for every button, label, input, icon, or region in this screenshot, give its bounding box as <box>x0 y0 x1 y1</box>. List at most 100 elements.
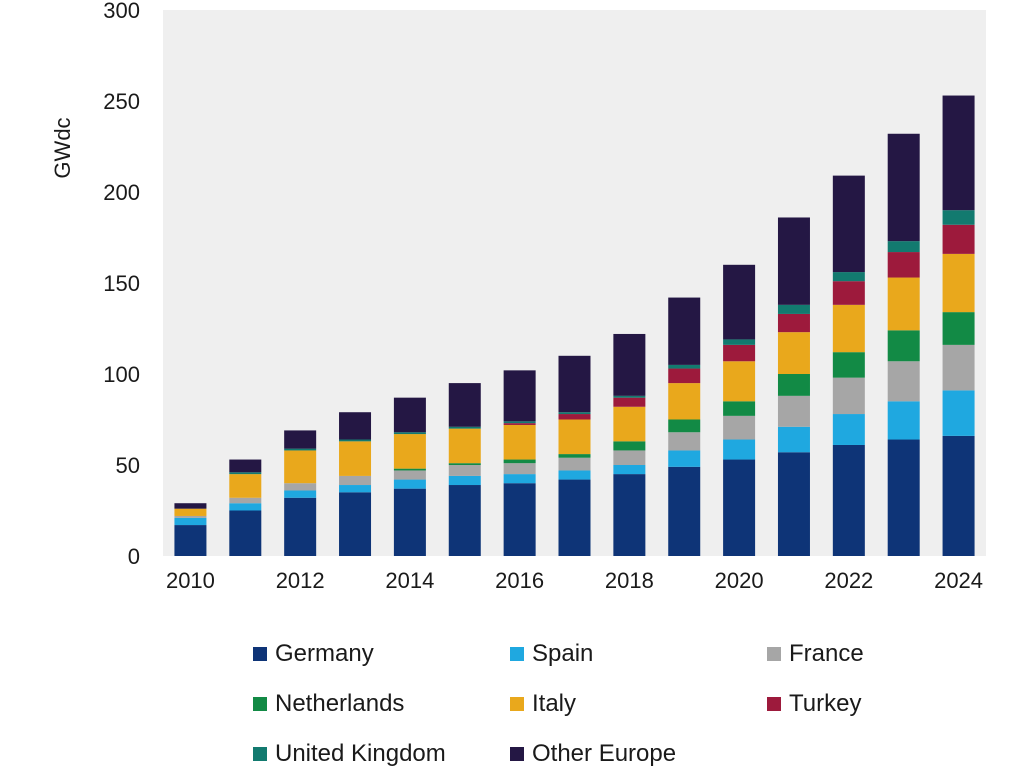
legend-label: Germany <box>275 640 374 667</box>
x-tick-label: 2016 <box>495 568 544 593</box>
x-tick-label: 2020 <box>715 568 764 593</box>
bar-segment-spain-2016 <box>503 474 536 484</box>
bar-segment-france-2024 <box>942 344 975 391</box>
bar-segment-germany-2024 <box>942 435 975 556</box>
bar-segment-other-europe-2015 <box>448 383 481 427</box>
legend-swatch <box>510 747 524 761</box>
bar-segment-france-2010 <box>174 515 207 518</box>
bar-segment-france-2022 <box>832 377 865 415</box>
bar-segment-netherlands-2017 <box>558 454 591 458</box>
legend-swatch <box>253 647 267 661</box>
bar-segment-united-kingdom-2011 <box>229 472 262 475</box>
bar-segment-other-europe-2023 <box>887 133 920 242</box>
bar-segment-germany-2017 <box>558 479 591 556</box>
bar-segment-germany-2022 <box>832 444 865 556</box>
legend-item-other-europe: Other Europe <box>510 740 676 768</box>
bar-segment-italy-2019 <box>668 383 701 420</box>
bar-segment-united-kingdom-2013 <box>339 439 372 442</box>
x-tick-label: 2024 <box>934 568 983 593</box>
bar-segment-other-europe-2019 <box>668 297 701 365</box>
legend-label: Other Europe <box>532 740 677 767</box>
bar-segment-netherlands-2023 <box>887 330 920 362</box>
bar-segment-other-europe-2020 <box>723 264 756 340</box>
bar-segment-united-kingdom-2015 <box>448 426 481 429</box>
bar-segment-other-europe-2018 <box>613 333 646 396</box>
bar-segment-italy-2010 <box>174 508 207 516</box>
legend-label: United Kingdom <box>275 740 446 767</box>
legend-item-france: France <box>767 640 864 668</box>
bar-segment-united-kingdom-2019 <box>668 364 701 369</box>
y-tick-label: 0 <box>128 544 140 569</box>
y-axis-label: GWdc <box>50 117 75 178</box>
y-tick-label: 250 <box>103 89 140 114</box>
bar-segment-turkey-2017 <box>558 414 591 420</box>
bar-segment-france-2020 <box>723 415 756 440</box>
legend-label: Turkey <box>789 690 862 717</box>
bar-segment-turkey-2018 <box>613 397 646 407</box>
bar-segment-turkey-2024 <box>942 224 975 254</box>
bar-segment-united-kingdom-2023 <box>887 241 920 253</box>
bar-segment-netherlands-2014 <box>393 468 426 471</box>
bar-segment-italy-2021 <box>777 332 810 374</box>
bar-segment-united-kingdom-2018 <box>613 395 646 398</box>
bar-segment-germany-2018 <box>613 474 646 556</box>
bar-segment-italy-2023 <box>887 277 920 331</box>
x-tick-label: 2012 <box>276 568 325 593</box>
bar-segment-france-2011 <box>229 497 262 504</box>
legend-swatch <box>767 697 781 711</box>
bar-segment-other-europe-2021 <box>777 217 810 305</box>
legend-item-spain: Spain <box>510 640 593 668</box>
bar-segment-netherlands-2015 <box>448 463 481 465</box>
bar-segment-netherlands-2018 <box>613 441 646 451</box>
y-tick-label: 150 <box>103 271 140 296</box>
legend-item-netherlands: Netherlands <box>253 690 404 718</box>
bar-segment-united-kingdom-2022 <box>832 272 865 282</box>
bar-segment-other-europe-2013 <box>339 412 372 440</box>
bar-segment-italy-2014 <box>393 434 426 469</box>
bar-segment-germany-2019 <box>668 466 701 556</box>
legend-swatch <box>253 697 267 711</box>
bar-segment-spain-2022 <box>832 414 865 445</box>
bar-segment-turkey-2022 <box>832 281 865 305</box>
bar-segment-turkey-2019 <box>668 368 701 384</box>
y-tick-label: 300 <box>103 0 140 23</box>
legend-swatch <box>767 647 781 661</box>
bar-segment-spain-2010 <box>174 517 207 526</box>
bar-segment-spain-2019 <box>668 450 701 467</box>
bar-segment-spain-2023 <box>887 401 920 440</box>
bar-segment-germany-2014 <box>393 488 426 556</box>
bar-segment-spain-2011 <box>229 503 262 511</box>
bar-segment-turkey-2021 <box>777 313 810 333</box>
legend-label: Spain <box>532 640 594 667</box>
x-tick-label: 2018 <box>605 568 654 593</box>
bar-segment-other-europe-2011 <box>229 459 262 473</box>
legend-item-germany: Germany <box>253 640 374 668</box>
bar-segment-united-kingdom-2016 <box>503 421 536 424</box>
bar-segment-france-2023 <box>887 361 920 402</box>
bar-segment-france-2017 <box>558 457 591 471</box>
legend-label: Italy <box>532 690 577 717</box>
bar-segment-other-europe-2016 <box>503 370 536 422</box>
bar-segment-italy-2018 <box>613 406 646 442</box>
legend-item-turkey: Turkey <box>767 690 861 718</box>
y-tick-label: 100 <box>103 362 140 387</box>
bar-segment-germany-2012 <box>284 497 317 556</box>
bar-segment-united-kingdom-2021 <box>777 304 810 314</box>
bar-segment-germany-2015 <box>448 485 481 556</box>
bar-segment-france-2018 <box>613 450 646 465</box>
bar-segment-france-2014 <box>393 470 426 480</box>
bar-segment-other-europe-2022 <box>832 175 865 273</box>
bar-segment-spain-2014 <box>393 479 426 489</box>
bar-segment-germany-2016 <box>503 483 536 556</box>
bar-segment-france-2019 <box>668 432 701 451</box>
legend-swatch <box>510 647 524 661</box>
bar-segment-italy-2020 <box>723 361 756 402</box>
bar-segment-netherlands-2022 <box>832 352 865 378</box>
bar-segment-united-kingdom-2024 <box>942 210 975 225</box>
bar-segment-spain-2021 <box>777 426 810 453</box>
bar-segment-france-2015 <box>448 465 481 476</box>
bar-segment-netherlands-2019 <box>668 419 701 433</box>
bar-segment-italy-2016 <box>503 424 536 460</box>
bar-segment-netherlands-2024 <box>942 312 975 345</box>
bar-segment-united-kingdom-2020 <box>723 339 756 345</box>
